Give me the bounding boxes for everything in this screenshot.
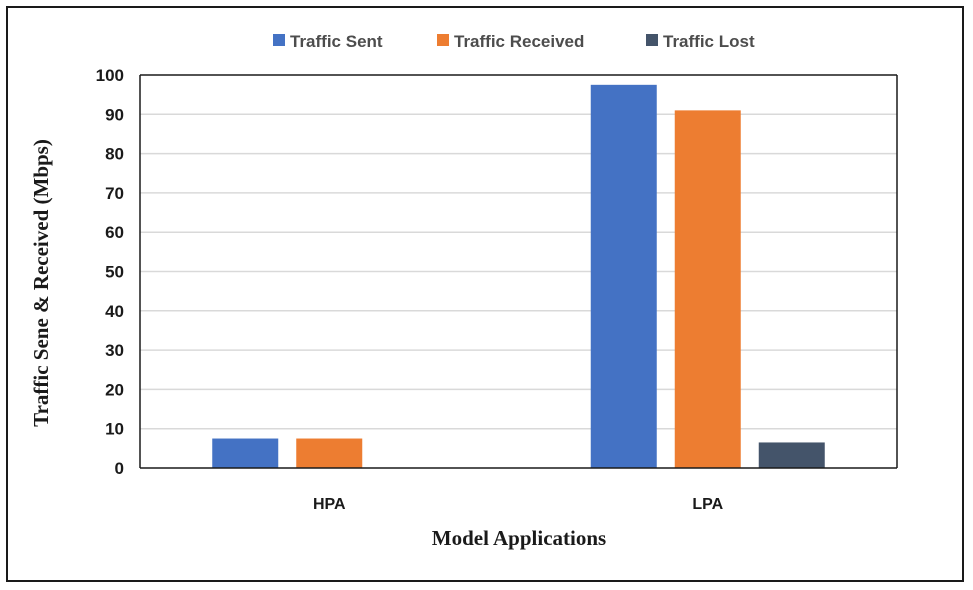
chart-frame: [6, 6, 964, 582]
legend-label: Traffic Received: [454, 32, 584, 51]
y-tick-label: 90: [105, 105, 124, 124]
x-axis-title: Model Applications: [432, 526, 606, 550]
bars: [212, 84, 825, 469]
y-tick-label: 30: [105, 341, 124, 360]
legend-label: Traffic Lost: [663, 32, 755, 51]
legend-swatch: [437, 34, 449, 46]
bar-traffic-received-hpa: [296, 438, 363, 468]
gridlines: [140, 113, 897, 430]
y-tick-labels: 0 10 20 30 40 50 60 70 80 90 100: [96, 66, 124, 478]
y-tick-label: 50: [105, 263, 124, 282]
x-category-labels: HPA LPA: [313, 496, 724, 513]
y-tick-label: 20: [105, 380, 124, 399]
legend-swatch: [646, 34, 658, 46]
bar-traffic-received-lpa: [674, 110, 741, 469]
y-tick-label: 70: [105, 184, 124, 203]
legend: Traffic Sent Traffic Received Traffic Lost: [273, 32, 755, 51]
y-tick-label: 100: [96, 66, 124, 85]
bar-traffic-lost-lpa: [758, 442, 825, 468]
y-tick-label: 80: [105, 145, 124, 164]
y-tick-label: 10: [105, 420, 124, 439]
legend-swatch: [273, 34, 285, 46]
y-tick-label: 60: [105, 223, 124, 242]
x-tick-label: LPA: [692, 496, 723, 513]
y-tick-label: 0: [115, 459, 124, 478]
y-tick-label: 40: [105, 302, 124, 321]
legend-label: Traffic Sent: [290, 32, 383, 51]
axes: [139, 74, 898, 469]
y-axis-title: Traffic Sene & Received (Mbps): [29, 139, 53, 427]
bar-traffic-sent-hpa: [212, 438, 279, 468]
bar-traffic-sent-lpa: [590, 84, 657, 468]
x-tick-label: HPA: [313, 496, 346, 513]
